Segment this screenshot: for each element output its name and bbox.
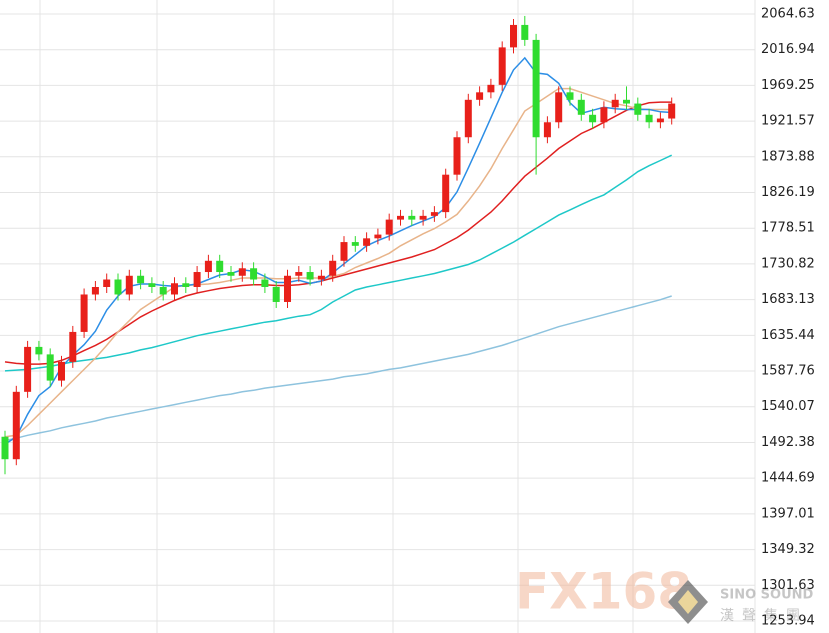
- candle-body: [261, 279, 269, 287]
- candle-body: [397, 215, 404, 220]
- y-tick-label: 1587.76: [761, 364, 815, 379]
- y-tick-label: 1301.63: [761, 578, 815, 593]
- watermark-english: SINO SOUND: [720, 588, 814, 603]
- candle-body: [351, 242, 359, 246]
- candle-body: [137, 275, 145, 284]
- watermark-logo-inner: [678, 590, 698, 614]
- candle-body: [543, 122, 551, 138]
- candle-body: [329, 260, 337, 276]
- candle-body: [69, 331, 77, 362]
- candle-body: [284, 275, 291, 302]
- candle-body: [12, 391, 20, 460]
- candle-body: [216, 260, 224, 273]
- y-tick-label: 1778.51: [761, 221, 815, 236]
- candle-body: [476, 92, 484, 100]
- candle-body: [193, 272, 201, 287]
- candle-body: [317, 275, 325, 280]
- candle-body: [464, 99, 472, 138]
- candle-body: [250, 268, 258, 280]
- candles: [1, 15, 676, 475]
- y-tick-label: 1683.13: [761, 292, 815, 307]
- candle-body: [295, 272, 303, 276]
- candle-body: [555, 92, 563, 123]
- watermark-chinese: 漢聲集團: [720, 607, 808, 624]
- candle-body: [600, 107, 608, 123]
- y-tick-label: 1826.19: [761, 185, 815, 200]
- candle-body: [340, 242, 348, 261]
- candle-body: [487, 84, 495, 93]
- candle-body: [656, 118, 664, 123]
- candle-body: [611, 99, 619, 108]
- y-tick-label: 2016.94: [761, 42, 815, 57]
- candle-body: [91, 286, 99, 295]
- candle-body: [589, 114, 597, 123]
- candle-body: [24, 346, 32, 392]
- candle-body: [306, 272, 314, 280]
- candle-body: [510, 24, 517, 48]
- y-tick-label: 1969.25: [761, 78, 815, 93]
- y-tick-label: 1444.69: [761, 471, 815, 486]
- candle-body: [374, 234, 382, 239]
- candle-body: [103, 279, 111, 287]
- candle-body: [498, 47, 506, 85]
- candle-body: [419, 215, 427, 220]
- candle-body: [532, 39, 540, 138]
- candle-body: [80, 294, 88, 332]
- candle-body: [171, 283, 178, 295]
- candle-body: [159, 286, 167, 295]
- candle-body: [1, 436, 9, 460]
- watermark: FX168 SINO SOUND 漢聲集團: [515, 563, 814, 624]
- y-tick-label: 1635.44: [761, 328, 815, 343]
- candle-body: [566, 92, 574, 100]
- candle-body: [668, 103, 676, 119]
- y-tick-label: 1540.07: [761, 399, 815, 414]
- ma-line: [4, 295, 672, 442]
- candle-body: [58, 361, 65, 381]
- ma-line: [4, 101, 672, 365]
- candle-body: [430, 212, 438, 216]
- y-tick-label: 1349.32: [761, 542, 815, 557]
- candle-body: [204, 260, 212, 273]
- candle-body: [46, 354, 54, 381]
- candle-body: [385, 219, 393, 235]
- ma-line: [4, 87, 672, 438]
- candle-body: [35, 346, 43, 355]
- candle-body: [148, 283, 156, 287]
- candle-body: [521, 24, 529, 40]
- candle-body: [125, 275, 133, 295]
- y-tick-label: 1921.57: [761, 114, 815, 129]
- ma-lines: [4, 56, 673, 445]
- candle-body: [453, 137, 461, 175]
- candle-body: [408, 215, 416, 220]
- ma-line: [4, 154, 673, 372]
- y-tick-label: 1492.38: [761, 435, 815, 450]
- y-tick-label: 1730.82: [761, 256, 815, 271]
- candle-body: [272, 286, 280, 302]
- candle-body: [577, 99, 585, 115]
- y-tick-label: 1873.88: [761, 149, 815, 164]
- candle-body: [442, 174, 450, 213]
- y-tick-label: 2064.63: [761, 6, 815, 21]
- ma-line: [4, 56, 672, 445]
- vertical-grid: [39, 0, 756, 633]
- y-tick-label: 1397.01: [761, 506, 815, 521]
- candle-body: [238, 268, 246, 276]
- candle-body: [182, 283, 190, 287]
- candle-body: [363, 238, 371, 246]
- y-tick-label: 1253.94: [761, 613, 815, 628]
- candle-body: [645, 114, 653, 123]
- candle-body: [623, 99, 630, 104]
- watermark-brand: FX168: [515, 563, 692, 621]
- candle-body: [114, 279, 122, 295]
- y-axis: 2064.63 2016.94 1969.25 1921.57 1873.88 1826.…: [761, 6, 815, 628]
- candle-body: [227, 272, 235, 276]
- candle-body: [634, 103, 642, 115]
